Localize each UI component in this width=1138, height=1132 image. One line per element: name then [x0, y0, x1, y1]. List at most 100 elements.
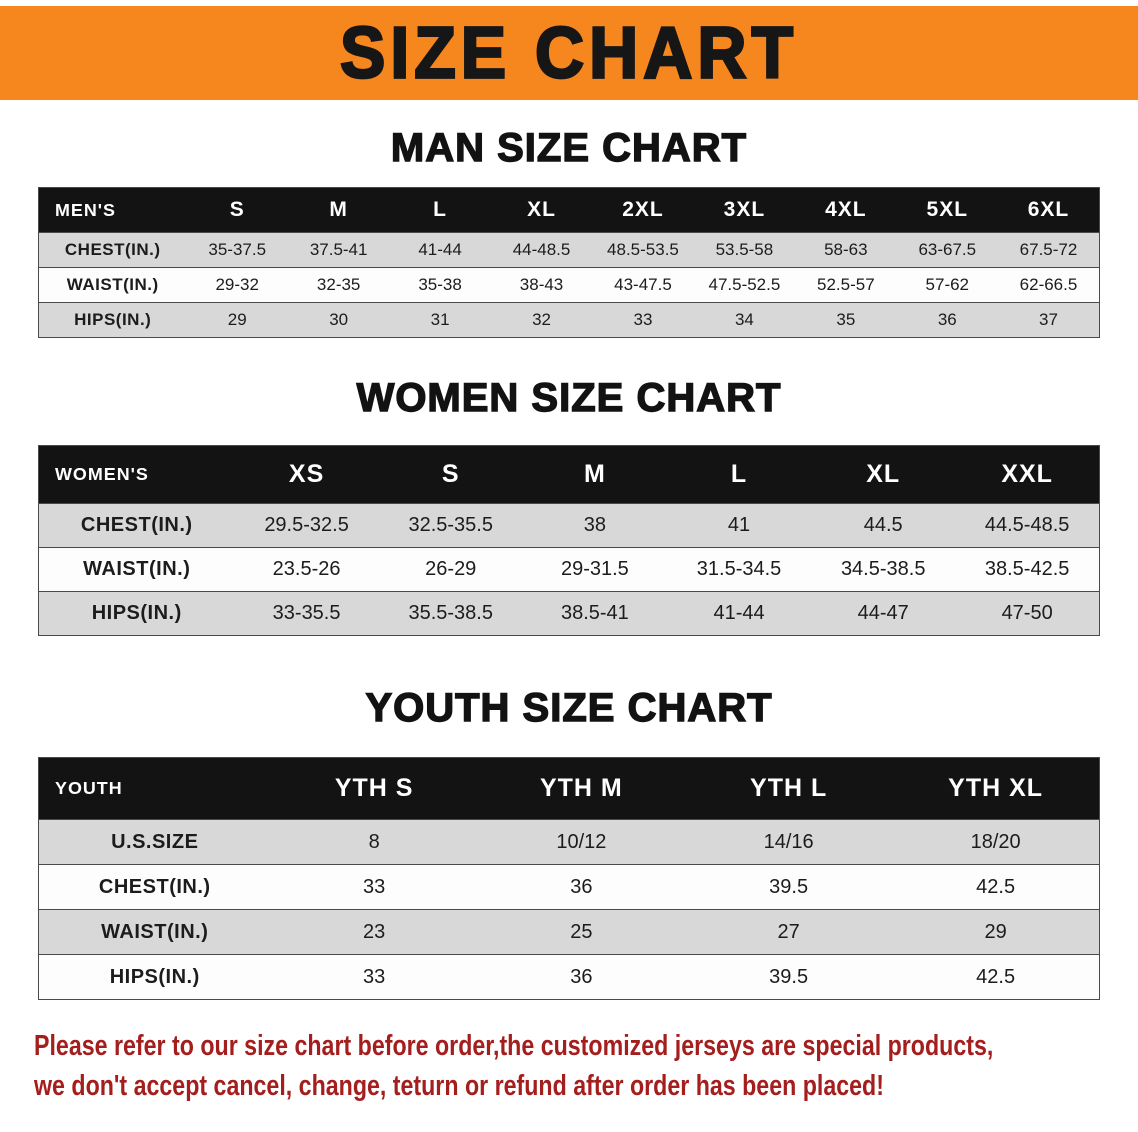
size-value-cell: 35 [795, 302, 897, 338]
table-title-cell: MEN'S [38, 187, 187, 233]
size-value-cell: 32-35 [287, 267, 390, 303]
size-value-cell: 31 [389, 302, 491, 338]
size-value-cell: 8 [270, 819, 478, 865]
row-label-cell: HIPS(IN.) [38, 954, 271, 1000]
size-value-cell: 53.5-58 [693, 232, 796, 268]
size-value-cell: 41-44 [666, 591, 812, 636]
size-column-header: XL [490, 187, 593, 233]
row-label-cell: HIPS(IN.) [38, 591, 235, 636]
size-value-cell: 37.5-41 [287, 232, 390, 268]
size-value-cell: 47-50 [955, 591, 1100, 636]
size-value-cell: 57-62 [896, 267, 998, 303]
size-value-cell: 23 [270, 909, 478, 955]
size-value-cell: 23.5-26 [234, 547, 379, 592]
size-value-cell: 35-37.5 [186, 232, 288, 268]
table-title-cell: WOMEN'S [38, 445, 235, 504]
size-column-header: 4XL [795, 187, 897, 233]
size-value-cell: 48.5-53.5 [592, 232, 694, 268]
size-value-cell: 44.5-48.5 [955, 503, 1100, 548]
size-value-cell: 29-31.5 [522, 547, 667, 592]
table-row: HIPS(IN.) 33-35.5 35.5-38.5 38.5-41 41-44 44-… [38, 591, 1100, 636]
size-column-header: YTH S [270, 757, 478, 820]
size-value-cell: 62-66.5 [998, 267, 1100, 303]
size-value-cell: 29-32 [186, 267, 288, 303]
size-column-header: 5XL [896, 187, 998, 233]
disclaimer-line-1: Please refer to our size chart before or… [34, 1030, 994, 1062]
table-header-row: MEN'S S M L XL 2XL 3XL 4XL 5XL 6XL [38, 187, 1100, 233]
man-size-table: MEN'S S M L XL 2XL 3XL 4XL 5XL 6XL CHEST(IN.) 35-37… [38, 187, 1100, 338]
size-column-header: XS [234, 445, 379, 504]
size-value-cell: 42.5 [892, 864, 1100, 910]
size-value-cell: 44.5 [811, 503, 956, 548]
row-label-cell: CHEST(IN.) [38, 864, 271, 910]
size-column-header: XXL [955, 445, 1100, 504]
size-column-header: L [389, 187, 491, 233]
table-row: WAIST(IN.) 29-32 32-35 35-38 38-43 43-47.5 47.… [38, 267, 1100, 303]
size-value-cell: 38-43 [490, 267, 593, 303]
women-section-heading: WOMEN SIZE CHART [356, 375, 782, 420]
youth-section-heading: YOUTH SIZE CHART [365, 685, 773, 730]
disclaimer: Please refer to our size chart before or… [34, 1026, 1138, 1106]
women-size-section: WOMEN SIZE CHART WOMEN'S XS S M L XL XXL CHEST(… [0, 375, 1138, 636]
table-row: WAIST(IN.) 23.5-26 26-29 29-31.5 31.5-34.5 34… [38, 547, 1100, 592]
page-title: SIZE CHART [339, 11, 798, 94]
size-column-header: M [522, 445, 667, 504]
size-value-cell: 33-35.5 [234, 591, 379, 636]
youth-size-section: YOUTH SIZE CHART YOUTH YTH S YTH M YTH L YTH… [0, 685, 1138, 1000]
size-value-cell: 35-38 [389, 267, 491, 303]
size-value-cell: 25 [477, 909, 685, 955]
man-section-heading: MAN SIZE CHART [390, 125, 748, 170]
size-value-cell: 38.5-42.5 [955, 547, 1100, 592]
size-column-header: S [186, 187, 288, 233]
size-column-header: S [378, 445, 523, 504]
size-value-cell: 31.5-34.5 [666, 547, 812, 592]
size-value-cell: 34.5-38.5 [811, 547, 956, 592]
youth-size-table: YOUTH YTH S YTH M YTH L YTH XL U.S.SIZE 8 10/12… [38, 757, 1100, 1000]
size-value-cell: 33 [270, 954, 478, 1000]
row-label-cell: WAIST(IN.) [38, 547, 235, 592]
row-label-cell: CHEST(IN.) [38, 503, 235, 548]
size-value-cell: 38 [522, 503, 667, 548]
size-value-cell: 33 [592, 302, 694, 338]
row-label-cell: U.S.SIZE [38, 819, 271, 865]
size-column-header: YTH L [685, 757, 893, 820]
table-row: CHEST(IN.) 33 36 39.5 42.5 [38, 864, 1100, 910]
size-value-cell: 43-47.5 [592, 267, 694, 303]
table-row: CHEST(IN.) 35-37.5 37.5-41 41-44 44-48.5 48.5… [38, 232, 1100, 268]
size-value-cell: 63-67.5 [896, 232, 998, 268]
size-column-header: 3XL [693, 187, 796, 233]
size-value-cell: 36 [477, 864, 685, 910]
size-value-cell: 42.5 [892, 954, 1100, 1000]
size-value-cell: 32 [490, 302, 593, 338]
row-label-cell: WAIST(IN.) [38, 909, 271, 955]
size-column-header: 2XL [592, 187, 694, 233]
size-value-cell: 35.5-38.5 [378, 591, 523, 636]
table-row: WAIST(IN.) 23 25 27 29 [38, 909, 1100, 955]
table-title-cell: YOUTH [38, 757, 271, 820]
row-label-cell: WAIST(IN.) [38, 267, 187, 303]
size-value-cell: 44-47 [811, 591, 956, 636]
size-value-cell: 33 [270, 864, 478, 910]
size-value-cell: 39.5 [685, 954, 893, 1000]
row-label-cell: HIPS(IN.) [38, 302, 187, 338]
size-value-cell: 36 [896, 302, 998, 338]
size-value-cell: 26-29 [378, 547, 523, 592]
size-column-header: 6XL [998, 187, 1100, 233]
size-value-cell: 18/20 [892, 819, 1100, 865]
table-header-row: YOUTH YTH S YTH M YTH L YTH XL [38, 757, 1100, 820]
size-value-cell: 47.5-52.5 [693, 267, 796, 303]
size-value-cell: 30 [287, 302, 390, 338]
size-value-cell: 29 [892, 909, 1100, 955]
table-row: CHEST(IN.) 29.5-32.5 32.5-35.5 38 41 44.5 44.5… [38, 503, 1100, 548]
size-value-cell: 34 [693, 302, 796, 338]
size-column-header: YTH M [477, 757, 685, 820]
size-value-cell: 52.5-57 [795, 267, 897, 303]
disclaimer-line-2: we don't accept cancel, change, teturn o… [34, 1070, 884, 1102]
table-row: U.S.SIZE 8 10/12 14/16 18/20 [38, 819, 1100, 865]
size-value-cell: 36 [477, 954, 685, 1000]
size-value-cell: 41-44 [389, 232, 491, 268]
table-row: HIPS(IN.) 29 30 31 32 33 34 35 36 37 [38, 302, 1100, 338]
size-column-header: XL [811, 445, 956, 504]
size-value-cell: 58-63 [795, 232, 897, 268]
